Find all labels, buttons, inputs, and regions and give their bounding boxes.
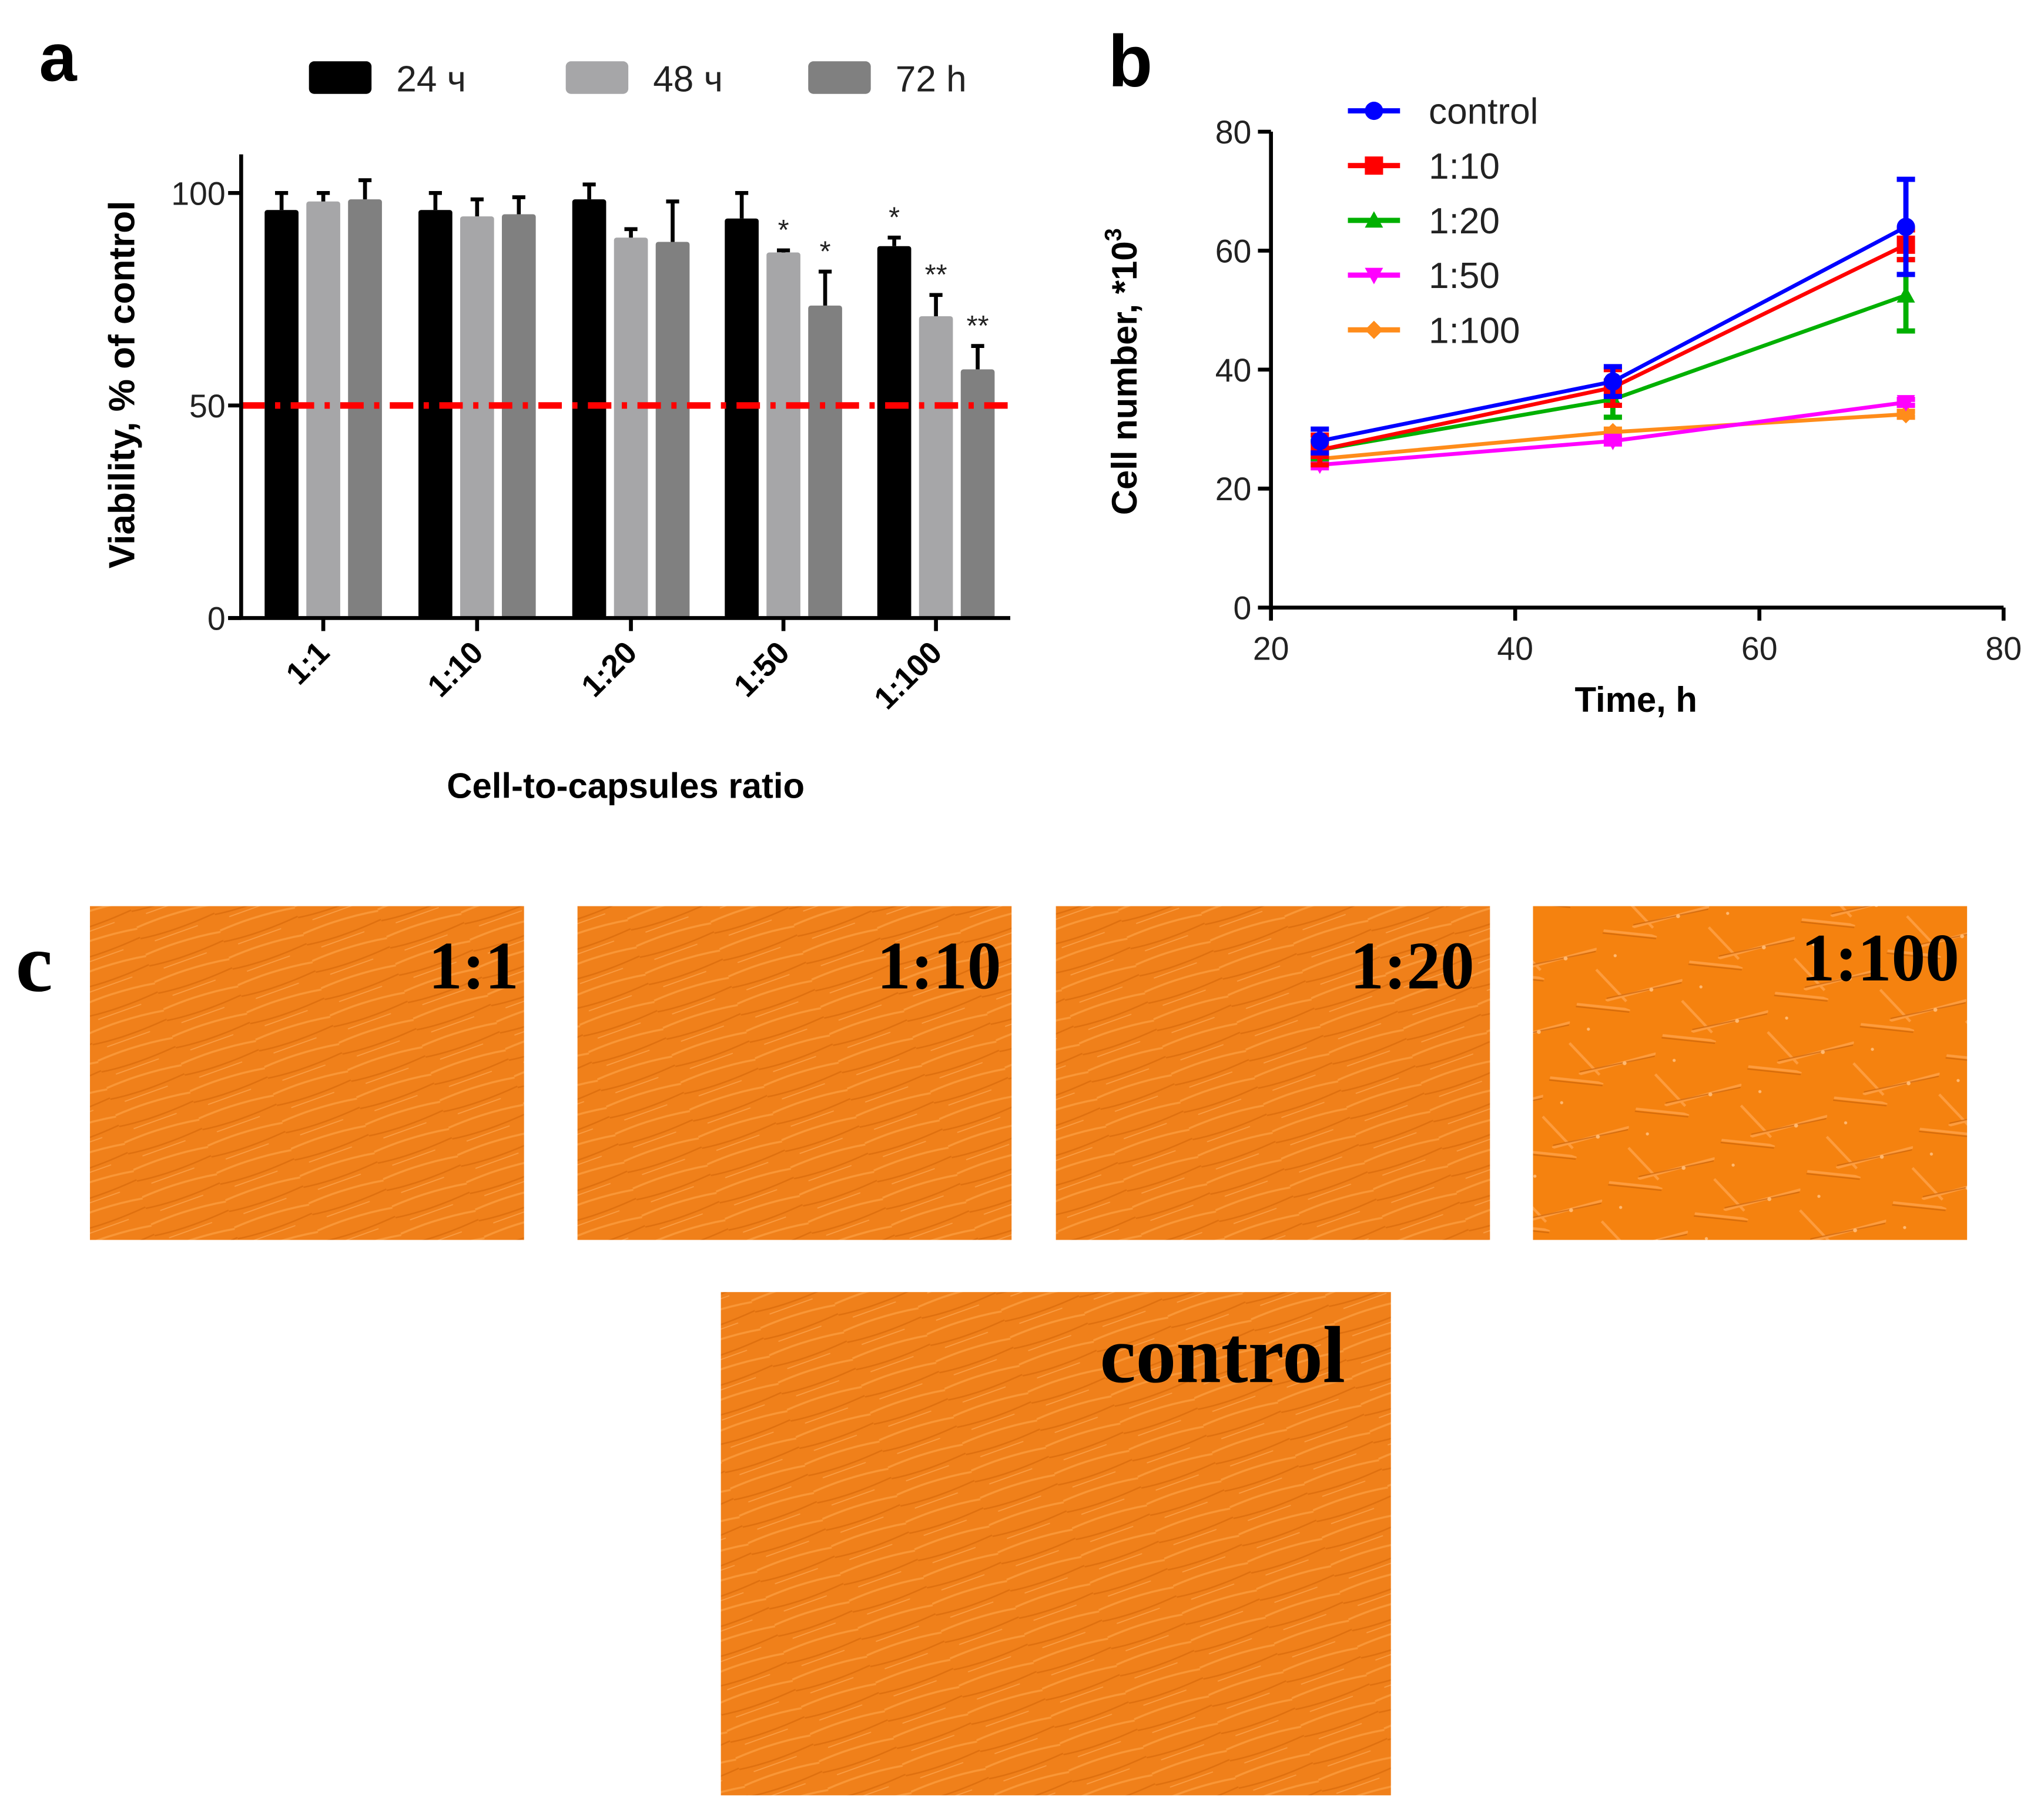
marker-triangle-up xyxy=(1896,286,1915,303)
marker-triangle-up xyxy=(1365,211,1383,228)
significance-marker: ** xyxy=(967,310,989,342)
micrograph-image xyxy=(577,906,1012,1240)
micrograph-image xyxy=(90,906,524,1240)
legend-label: 1:50 xyxy=(1429,256,1500,296)
viability-bar-chart: 24 ч 48 ч 72 h1:1 1:10 1:20**1:50*****1:1000… xyxy=(102,59,1017,806)
y-tick-label: 80 xyxy=(1215,114,1252,150)
bar xyxy=(306,201,340,618)
y-tick-label: 0 xyxy=(1234,590,1252,627)
series-1-50 xyxy=(1311,395,1915,474)
micrograph-label: 1:100 xyxy=(1801,920,1959,995)
micrograph-1-1: 1:1 xyxy=(90,906,524,1240)
micrograph-1-10: 1:10 xyxy=(577,906,1012,1240)
y-axis-label: Viability, % of control xyxy=(102,201,142,569)
bar xyxy=(501,214,536,618)
bar xyxy=(725,218,759,618)
marker-square xyxy=(1365,156,1383,175)
panel-label-a: a xyxy=(39,21,78,96)
y-tick-label: 50 xyxy=(189,388,226,424)
significance-marker: * xyxy=(889,202,900,233)
significance-marker: * xyxy=(778,215,789,246)
bar xyxy=(418,210,453,618)
legend-label: control xyxy=(1429,92,1538,132)
micrograph-image xyxy=(721,1292,1391,1796)
micrograph-1-20: 1:20 xyxy=(1055,906,1490,1240)
legend-swatch xyxy=(309,61,372,94)
significance-marker: ** xyxy=(925,259,947,291)
marker-triangle-down xyxy=(1603,433,1622,450)
bar xyxy=(655,242,690,618)
x-axis-label: Time, h xyxy=(1574,680,1697,719)
legend-swatch xyxy=(565,61,629,94)
bar xyxy=(348,199,382,618)
y-axis-label-superscript: 3 xyxy=(1101,228,1127,241)
bar xyxy=(877,246,912,618)
marker-circle xyxy=(1365,102,1383,120)
micrograph-image xyxy=(1533,906,1968,1240)
legend-label: 48 ч xyxy=(653,59,723,99)
bar xyxy=(460,216,494,618)
x-tick-label: 1:100 xyxy=(867,635,949,716)
series-control xyxy=(1311,176,1915,456)
x-tick-label: 80 xyxy=(1985,630,2022,667)
significance-marker: * xyxy=(820,236,831,267)
micrograph-image xyxy=(1055,906,1490,1240)
x-tick-label: 1:1 xyxy=(280,635,336,691)
marker-triangle-down xyxy=(1896,395,1915,412)
x-axis-label: Cell-to-capsules ratio xyxy=(447,766,805,806)
y-tick-label: 100 xyxy=(171,175,226,212)
x-tick-label: 60 xyxy=(1741,630,1778,667)
x-tick-label: 1:10 xyxy=(421,635,490,704)
legend-label: 1:100 xyxy=(1429,310,1520,351)
y-tick-label: 40 xyxy=(1215,352,1252,389)
panel-label-c: c xyxy=(16,917,53,1009)
x-tick-label: 40 xyxy=(1497,630,1533,667)
micrograph-label: 1:1 xyxy=(428,928,519,1003)
bar xyxy=(919,316,953,618)
bar xyxy=(960,369,995,618)
y-tick-label: 60 xyxy=(1215,233,1252,269)
bar xyxy=(614,237,648,618)
y-tick-label: 0 xyxy=(207,600,226,637)
x-tick-label: 1:20 xyxy=(575,635,644,704)
marker-triangle-down xyxy=(1365,267,1383,284)
legend-label: 24 ч xyxy=(396,59,466,99)
x-tick-label: 20 xyxy=(1253,630,1289,667)
bar xyxy=(766,252,800,618)
marker-circle xyxy=(1603,372,1622,391)
panel-label-b: b xyxy=(1108,21,1152,102)
micrograph-label: 1:20 xyxy=(1350,928,1474,1003)
micrograph-1-100: 1:100 xyxy=(1533,906,1968,1240)
micrograph-label: control xyxy=(1100,1310,1345,1400)
bar xyxy=(264,210,299,618)
micrograph-label: 1:10 xyxy=(877,928,1001,1003)
micrograph-control: control xyxy=(721,1292,1391,1796)
x-tick-label: 1:50 xyxy=(728,635,796,704)
marker-diamond xyxy=(1365,320,1383,339)
legend-swatch xyxy=(808,61,871,94)
legend-label: 1:10 xyxy=(1429,146,1500,187)
marker-circle xyxy=(1896,217,1915,236)
legend-label: 72 h xyxy=(896,59,967,99)
legend-label: 1:20 xyxy=(1429,201,1500,242)
marker-circle xyxy=(1311,431,1329,450)
bar xyxy=(808,305,842,618)
y-axis-label: Cell number, *103 xyxy=(1101,228,1145,515)
y-tick-label: 20 xyxy=(1215,471,1252,507)
marker-diamond xyxy=(1896,405,1915,424)
